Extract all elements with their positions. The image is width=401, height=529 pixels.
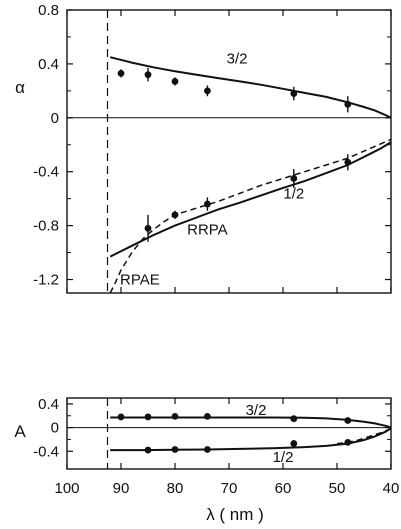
y-tick-label: -1.2 <box>33 272 59 289</box>
data-point <box>144 71 152 79</box>
y-axis-label: α <box>15 78 25 97</box>
x-tick-label: 80 <box>167 480 184 497</box>
y-axis-label: A <box>14 422 26 441</box>
data-point <box>144 224 152 232</box>
data-point <box>290 175 298 182</box>
curve-annotation: 1/2 <box>283 185 304 202</box>
data-point <box>171 412 179 420</box>
curve-annotation: 3/2 <box>227 51 248 68</box>
curve-annotation: RPAE <box>120 272 160 289</box>
curve-annotation: 3/2 <box>246 402 267 419</box>
curve-annotation: 1/2 <box>273 449 294 466</box>
data-point <box>344 417 352 424</box>
y-tick-label: 0.4 <box>38 56 59 73</box>
data-point <box>204 412 211 420</box>
x-tick-label: 50 <box>329 480 346 497</box>
x-tick-label: 40 <box>383 480 400 497</box>
data-point <box>290 440 298 447</box>
data-point <box>204 200 211 208</box>
data-point <box>171 78 179 85</box>
series-curve-1-2 <box>109 141 392 258</box>
y-tick-label: 0 <box>51 420 59 437</box>
x-tick-label: 100 <box>54 480 79 497</box>
data-point <box>171 211 179 219</box>
y-tick-label: -0.4 <box>33 164 59 181</box>
y-tick-label: 0.8 <box>38 2 59 19</box>
series-curve-rpae <box>109 138 392 294</box>
x-tick-label: 90 <box>113 480 130 497</box>
panel-asymmetry: 0.4 0 -0.4 100 90 80 70 60 50 40 Aλ ( nm ) 3/2 1/2 <box>14 396 399 524</box>
data-point <box>144 446 152 454</box>
data-point <box>344 158 352 166</box>
panel-alpha: 0.8 0.4 0 -0.4 -0.8 -1.2 α 3/2 1/2 RRPA RPAE <box>15 2 392 294</box>
y-tick-label: 0.4 <box>38 396 59 413</box>
y-tick-label: -0.4 <box>33 443 59 460</box>
data-point <box>290 415 298 423</box>
series-curve-1-2 <box>110 427 392 452</box>
x-tick-label: 60 <box>275 480 292 497</box>
data-point <box>344 100 352 108</box>
series-curve-3-2 <box>109 56 392 119</box>
x-axis-label: λ ( nm ) <box>206 505 264 524</box>
data-point <box>171 446 179 453</box>
data-point <box>117 413 125 421</box>
data-point <box>290 90 298 97</box>
data-point <box>204 446 211 453</box>
y-tick-label: 0 <box>51 110 59 127</box>
data-point <box>344 438 352 446</box>
data-point <box>144 413 152 421</box>
y-tick-label: -0.8 <box>33 218 59 235</box>
curve-annotation: RRPA <box>187 222 228 239</box>
x-tick-label: 70 <box>221 480 238 497</box>
plot-frame <box>66 397 392 470</box>
data-point <box>117 69 125 77</box>
data-point <box>204 87 211 95</box>
